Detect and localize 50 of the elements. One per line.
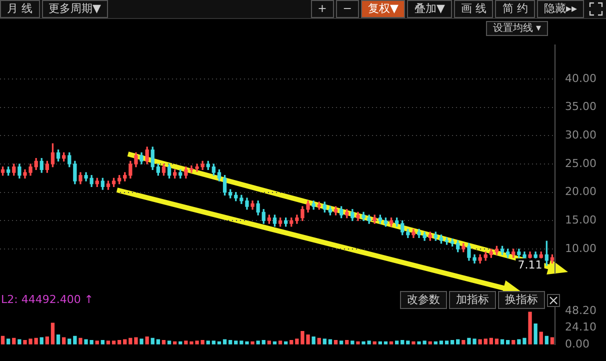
text: 叠加▼ — [407, 0, 452, 18]
bar — [484, 338, 488, 344]
y-tick-label: 15.00 — [565, 214, 596, 227]
text: 复权▼ — [361, 0, 406, 18]
bar — [50, 322, 55, 344]
text: 画 线 — [454, 0, 494, 18]
text: 更多周期▼ — [42, 0, 108, 18]
bar — [6, 338, 10, 344]
y-tick-label: 48.20 — [565, 304, 596, 318]
bar — [462, 340, 466, 344]
bar — [256, 340, 260, 344]
bar — [494, 338, 499, 344]
annotation: 7.11 — [518, 258, 542, 272]
text: − — [336, 0, 360, 18]
annotation: 加指标 — [449, 291, 496, 309]
y-tick-label: 30.00 — [565, 128, 596, 142]
y-tick-label: 10.00 — [565, 242, 596, 255]
bar — [350, 340, 354, 344]
bar — [40, 337, 44, 344]
text: 隐藏▸▸ — [536, 0, 584, 18]
y-tick-label: 40.00 — [565, 72, 596, 85]
y-tick-label: 25.00 — [565, 156, 596, 170]
bar — [478, 339, 482, 344]
chart-title: L2: 44492.400 ↑ — [1, 293, 94, 306]
y-tick-label: 0.00 — [565, 337, 590, 350]
text: 设置均线 ▾ — [486, 21, 548, 36]
bar — [18, 339, 22, 344]
y-tick-label: 35.00 — [565, 100, 596, 114]
bar — [528, 312, 532, 344]
bar — [550, 337, 554, 344]
bar — [534, 323, 538, 344]
bar — [45, 336, 50, 344]
bar — [322, 338, 327, 344]
y-tick-label: 20.00 — [565, 185, 596, 198]
bar — [406, 340, 410, 344]
text: 简 约 — [495, 0, 535, 18]
bar — [73, 336, 77, 344]
bar — [539, 332, 543, 344]
text: + — [310, 0, 334, 18]
bar — [68, 338, 72, 344]
annotation: 改参数 — [400, 291, 447, 309]
y-tick-label: 24.10 — [565, 320, 596, 334]
bar — [56, 334, 60, 344]
bar — [78, 338, 82, 344]
bar — [140, 338, 144, 344]
text: 月 线 — [0, 0, 40, 18]
bar — [145, 336, 149, 344]
bar — [312, 336, 316, 344]
bar — [62, 337, 66, 344]
annotation: 换指标 — [498, 291, 545, 309]
